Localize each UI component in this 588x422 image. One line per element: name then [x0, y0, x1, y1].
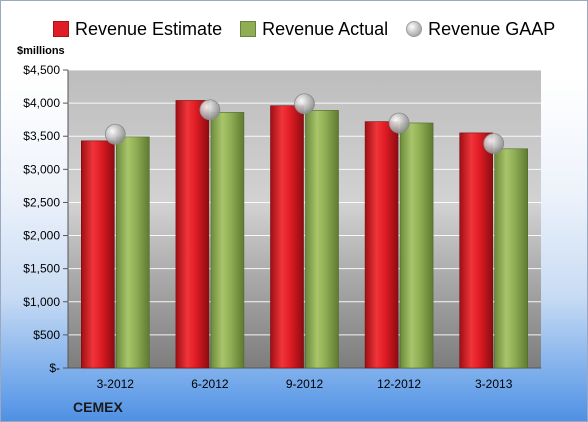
legend-item-revenue-actual: Revenue Actual — [240, 19, 388, 40]
legend-label: Revenue GAAP — [428, 18, 556, 39]
bar-revenue-estimate — [270, 105, 304, 369]
y-tick-label: $3,000 — [23, 162, 60, 176]
x-tick-label: 3-2012 — [97, 377, 135, 391]
bar-revenue-estimate — [81, 140, 115, 369]
legend-swatch — [406, 21, 423, 37]
bar-revenue-actual — [399, 122, 434, 369]
x-tick-label: 9-2012 — [286, 377, 324, 391]
y-tick-label: $2,000 — [23, 229, 60, 243]
company-name: CEMEX — [73, 399, 123, 415]
bar-revenue-actual — [494, 148, 529, 369]
y-tick-label: $1,500 — [23, 262, 60, 276]
legend-swatch — [53, 21, 69, 37]
legend-item-revenue-estimate: Revenue Estimate — [53, 19, 222, 40]
y-axis-units-label: $millions — [17, 45, 65, 57]
y-tick-label: $4,000 — [23, 96, 60, 110]
x-tick-label: 3-2013 — [475, 377, 513, 391]
bar-revenue-estimate — [364, 121, 399, 369]
bar-revenue-actual — [210, 112, 245, 369]
legend-item-revenue-gaap: Revenue GAAP — [406, 19, 555, 40]
marker-revenue-gaap — [104, 123, 126, 145]
y-tick-label: $500 — [33, 328, 60, 342]
y-tick-label: $- — [49, 361, 60, 375]
marker-revenue-gaap — [483, 133, 505, 154]
y-tick-label: $1,000 — [23, 295, 60, 309]
y-tick-label: $4,500 — [23, 63, 60, 77]
marker-revenue-gaap — [388, 112, 410, 134]
legend-label: Revenue Actual — [262, 18, 389, 39]
y-tick-label: $2,500 — [23, 195, 60, 209]
bar-revenue-actual — [116, 136, 150, 369]
y-tick-label: $3,500 — [23, 129, 60, 143]
bar-revenue-estimate — [459, 132, 494, 369]
legend: Revenue Estimate Revenue Actual Revenue GA… — [53, 17, 555, 41]
legend-swatch — [240, 21, 257, 37]
x-tick-label: 6-2012 — [191, 377, 229, 391]
legend-label: Revenue Estimate — [75, 18, 223, 39]
x-tick-label: 12-2012 — [377, 377, 421, 391]
bar-revenue-estimate — [175, 100, 210, 369]
marker-revenue-gaap — [199, 99, 221, 121]
bar-revenue-actual — [305, 110, 339, 369]
marker-revenue-gaap — [294, 93, 315, 115]
